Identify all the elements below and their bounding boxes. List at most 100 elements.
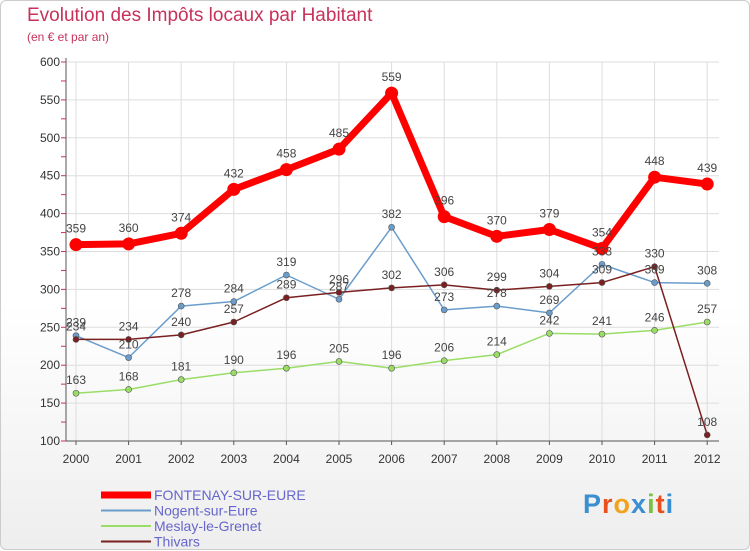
data-point [651,279,658,286]
data-label: 168 [119,369,139,383]
data-label: 458 [276,147,296,161]
data-point [440,281,448,289]
data-point [335,358,343,365]
legend-label: Meslay-le-Grenet [154,518,261,534]
data-label: 246 [645,310,665,324]
data-point [598,330,606,338]
data-point [703,280,711,287]
data-label: 308 [697,263,717,277]
y-tick-label: 150 [40,396,60,410]
data-label: 333 [592,244,612,258]
data-label: 214 [487,335,507,349]
data-label: 205 [329,341,349,355]
data-label: 196 [382,348,402,362]
data-point [542,223,556,237]
data-label: 234 [66,319,86,333]
data-point [177,376,185,383]
data-label: 287 [329,279,349,293]
y-tick-label: 300 [40,282,60,296]
data-point [279,163,293,177]
data-point [72,389,80,397]
data-label: 278 [171,286,191,300]
data-label: 330 [645,247,665,261]
data-label: 163 [66,373,86,387]
data-label: 206 [434,341,454,355]
data-label: 296 [329,272,349,286]
data-point [230,318,238,326]
logo-letter: x [631,489,648,519]
data-label: 382 [382,207,402,221]
data-label: 242 [539,313,559,327]
x-tick-label: 2011 [642,452,668,466]
logo-letter: P [583,489,603,519]
data-label: 360 [119,221,139,235]
data-point [125,336,132,343]
data-label: 439 [697,161,717,175]
legend-label: FONTENAY-SUR-EURE [154,487,306,503]
data-point [651,263,658,270]
data-label: 309 [592,263,612,277]
data-point [703,431,711,439]
x-tick-label: 2009 [536,452,563,466]
x-tick-label: 2000 [63,452,90,466]
data-point [122,237,136,251]
y-tick-label: 450 [40,169,60,183]
data-label: 196 [276,348,296,362]
y-tick-label: 250 [40,320,60,334]
data-point [546,309,553,317]
data-point [440,306,448,314]
legend-label: Thivars [154,534,200,550]
data-label: 289 [276,278,296,292]
data-label: 304 [539,266,559,280]
data-label: 190 [224,353,244,367]
data-label: 559 [382,70,402,84]
data-label: 240 [171,315,191,329]
data-point [174,226,188,240]
data-point [335,289,343,296]
data-label: 432 [224,166,244,180]
data-label: 273 [434,290,454,304]
data-point [335,295,343,303]
data-label: 374 [171,210,191,224]
x-tick-label: 2008 [483,452,510,466]
data-label: 306 [434,265,454,279]
data-point [703,318,711,326]
data-point [385,86,399,100]
logo-letter: o [613,489,632,519]
x-tick-label: 2010 [589,452,616,466]
y-tick-label: 400 [40,207,60,221]
data-point [388,223,395,231]
data-label: 302 [382,268,402,282]
y-tick-label: 550 [40,93,60,107]
x-tick-label: 2006 [378,452,405,466]
logo-letter: i [665,489,675,519]
data-label: 241 [592,314,612,328]
data-point [125,354,132,361]
y-tick-label: 200 [40,358,60,372]
data-point [440,357,448,364]
data-label: 370 [487,213,507,227]
data-label: 284 [224,282,244,296]
data-point [125,386,132,393]
y-tick-label: 100 [40,434,60,448]
data-point [598,279,606,286]
chart-title: Evolution des Impôts locaux par Habitant [27,5,373,26]
x-tick-label: 2007 [431,452,458,466]
proxiti-logo: Proxiti [583,489,674,520]
x-tick-label: 2001 [115,452,142,466]
data-label: 299 [487,270,507,284]
data-label: 108 [697,415,717,429]
data-point [493,351,501,358]
data-point [230,298,238,305]
data-point [700,177,714,191]
x-tick-label: 2004 [273,452,300,466]
data-point [177,331,185,339]
data-label: 319 [276,255,296,269]
data-point [283,271,290,279]
logo-letter: r [602,489,614,519]
data-label: 309 [645,263,665,277]
data-label: 257 [224,302,244,316]
data-point [177,302,185,310]
